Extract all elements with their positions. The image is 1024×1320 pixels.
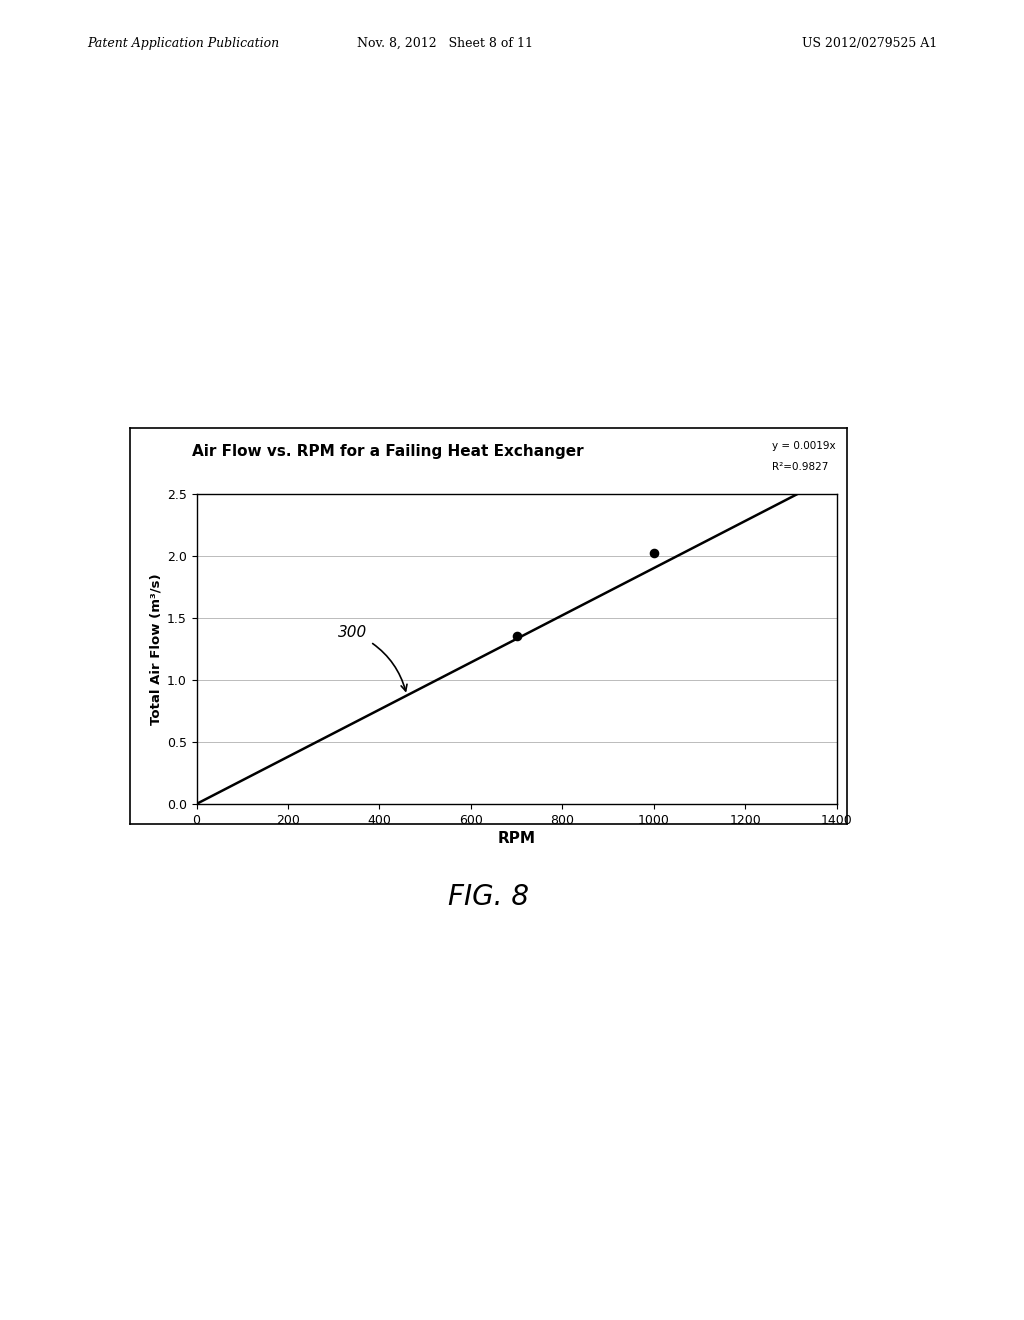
- Text: 300: 300: [338, 626, 407, 690]
- Text: FIG. 8: FIG. 8: [447, 883, 529, 911]
- Text: R²=0.9827: R²=0.9827: [772, 462, 828, 473]
- Text: US 2012/0279525 A1: US 2012/0279525 A1: [802, 37, 937, 50]
- Text: Nov. 8, 2012   Sheet 8 of 11: Nov. 8, 2012 Sheet 8 of 11: [357, 37, 534, 50]
- Text: y = 0.0019x: y = 0.0019x: [772, 441, 836, 451]
- Text: Patent Application Publication: Patent Application Publication: [87, 37, 280, 50]
- Point: [645, 543, 662, 564]
- Text: Air Flow vs. RPM for a Failing Heat Exchanger: Air Flow vs. RPM for a Failing Heat Exch…: [193, 444, 584, 458]
- Y-axis label: Total Air Flow (m³/s): Total Air Flow (m³/s): [150, 573, 163, 725]
- X-axis label: RPM: RPM: [498, 830, 536, 846]
- Point: [508, 626, 524, 647]
